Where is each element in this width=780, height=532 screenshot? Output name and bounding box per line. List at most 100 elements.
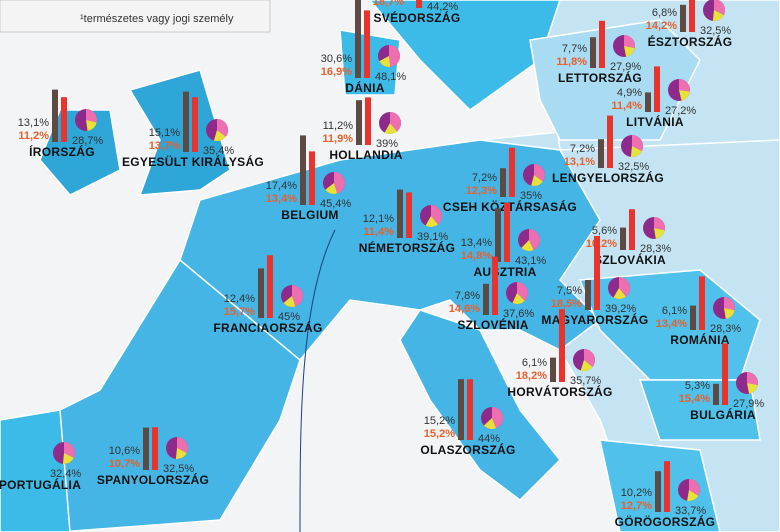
value-label: 15,2% [424,415,455,427]
value-label: 13,4% [266,193,297,205]
pie-accent [384,123,398,134]
value-label: 32,5% [618,161,649,173]
value-label: 4,9% [617,87,642,99]
pie-slice [584,349,596,367]
value-label: 13,1% [564,156,595,168]
country-name: LETTORSZÁG [558,70,642,85]
bar [690,305,696,330]
value-label: 14,2% [646,20,677,32]
pie-slice [492,407,504,429]
pie-slice [431,205,443,225]
value-label: 11,2% [323,120,354,132]
pie-accent [624,46,635,57]
value-label: 39% [376,138,398,150]
value-label: 48,1% [375,71,406,83]
value-label: 27,9% [733,398,764,410]
bar [61,97,67,142]
value-label: 7,2% [472,172,497,184]
pie-accent [379,56,391,67]
legend-box [0,0,271,33]
value-label: 5,3% [685,380,710,392]
pie-accent [86,120,97,131]
country-name: SVÉDORSZÁG [373,10,460,25]
value-label: 33,7% [675,505,706,517]
bar [258,268,264,318]
pie-slice [679,79,691,92]
value-label: 13,7% [149,140,180,152]
pie-accent [712,10,724,22]
value-label: 14,8% [461,250,492,262]
bar [509,147,515,197]
bar [492,256,498,315]
pie-accent [613,288,626,299]
connector-line [299,229,336,532]
value-label: 7,8% [455,290,480,302]
value-label: 12,1% [363,213,394,225]
pie-accent [425,216,438,228]
pie-accent [531,175,543,187]
bar [722,343,728,405]
country-name: DÁNIA [345,80,385,95]
pie-accent [483,418,497,429]
bar [689,0,695,32]
value-label: 11,9% [322,133,353,145]
value-label: 16,9% [321,66,352,78]
bar [183,91,189,152]
value-label: 11,2% [18,130,49,142]
bar [416,0,422,8]
bar [267,255,273,318]
value-label: 43,1% [515,255,546,267]
bar [559,309,565,382]
value-label: 35,4% [203,145,234,157]
pie-accent [512,293,525,305]
bar [397,189,403,238]
country-name: GÖRÖGORSZÁG [615,514,716,529]
value-label: 10,6% [109,445,140,457]
bar [699,276,705,330]
country-name: ROMÁNIA [670,332,729,347]
bar [655,471,661,512]
bar [713,383,719,405]
value-label: 14,6% [449,303,480,315]
value-label: 39,1% [417,231,448,243]
value-label: 15,2% [424,428,455,440]
value-label: 27,9% [610,61,641,73]
value-label: 35,7% [570,375,601,387]
bar [585,280,591,310]
value-label: 45% [278,311,300,323]
value-label: 11,4% [611,100,642,112]
country-name: HOLLANDIA [329,148,402,162]
country-name: BELGIUM [281,208,338,222]
bar [620,227,626,250]
pie-slice [390,112,401,132]
value-label: 5,6% [592,225,617,237]
bar [483,283,489,315]
value-label: 6,1% [522,357,547,369]
pie-slice [292,285,303,307]
pie-accent [630,146,642,157]
country-name: ÉSZTORSZÁG [648,34,733,49]
country-name: NÉMETORSZÁG [359,240,455,255]
value-label: 7,2% [570,143,595,155]
value-label: 17,4% [266,180,297,192]
value-label: 6,8% [652,7,677,19]
pie-slice [632,135,643,151]
value-label: 44% [478,433,500,445]
value-label: 44,2% [427,1,458,13]
value-label: 27,2% [665,105,696,117]
pie-slice [689,479,700,496]
pie-slice [389,45,401,67]
pie-slice [334,172,346,194]
bar [550,357,556,382]
bar [355,0,361,78]
pie-accent [62,453,74,464]
country-name: SZLOVÁKIA [594,252,666,267]
note: ¹természetes vagy jogi személy [80,13,234,25]
pie-slice [724,297,735,311]
bar [629,209,635,250]
pie-slice [217,119,229,137]
pie-accent [724,308,735,319]
value-label: 18,7% [373,0,404,8]
bar [364,10,370,78]
